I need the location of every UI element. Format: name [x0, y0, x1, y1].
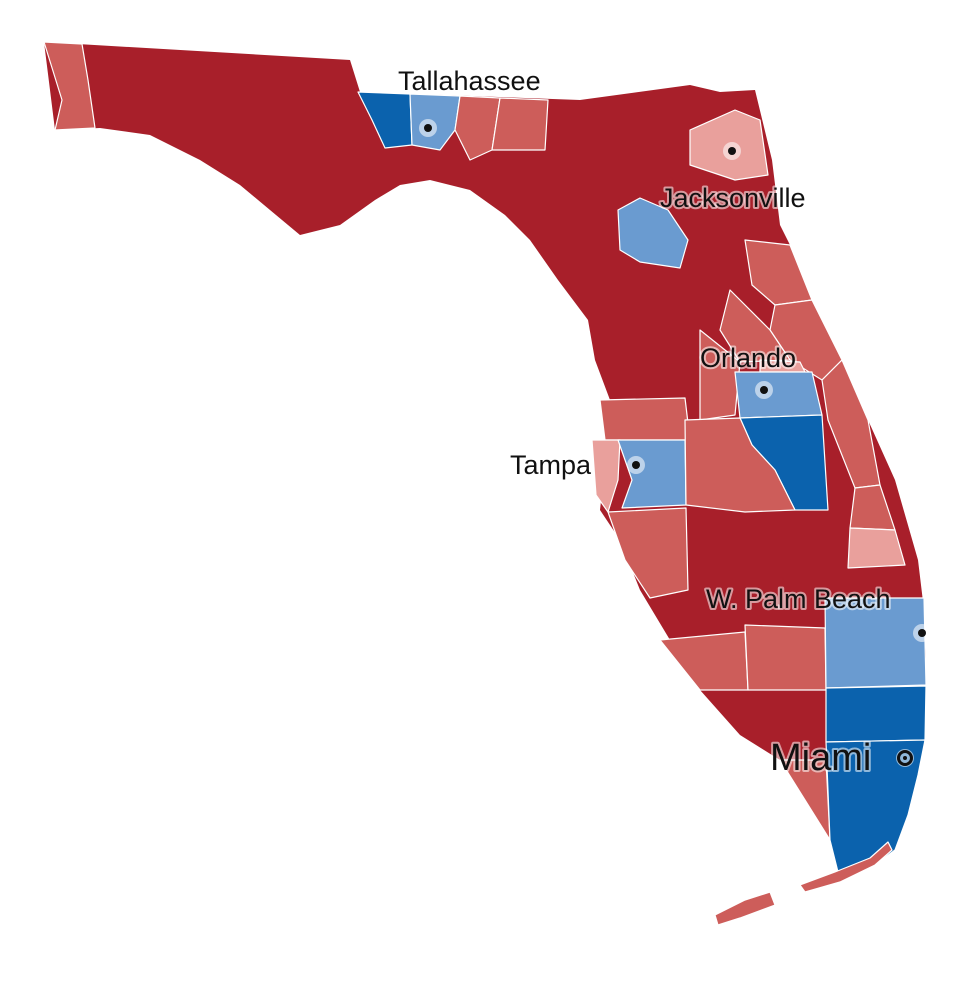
- city-miami: Miami: [768, 735, 914, 781]
- city-dot-icon: [760, 386, 768, 394]
- city-label: Miami: [770, 737, 871, 779]
- city-label: W. Palm Beach: [706, 584, 891, 614]
- county-miami-dade: [825, 739, 926, 881]
- county-madison: [491, 97, 549, 151]
- city-markers: Tallahassee Jacksonville Orlando Tampa W. Pa…: [396, 64, 931, 781]
- county-alachua: [617, 197, 689, 269]
- florida-keys: [714, 841, 893, 926]
- city-dot-icon: [897, 750, 913, 766]
- city-tallahassee: Tallahassee: [396, 64, 543, 137]
- county-lake: [699, 329, 741, 421]
- city-dot-center-icon: [903, 756, 907, 760]
- county-orange: [734, 371, 823, 419]
- county-pinellas: [591, 439, 621, 513]
- city-tampa: Tampa: [508, 448, 645, 482]
- keys-island-chain: [799, 841, 893, 893]
- city-label: Tampa: [510, 450, 592, 480]
- city-dot-icon: [424, 124, 432, 132]
- city-dot-icon: [918, 629, 926, 637]
- county-broward: [825, 685, 927, 743]
- county-escambia: [43, 41, 96, 131]
- county-manatee-sarasota: [607, 507, 689, 599]
- city-jacksonville: Jacksonville: [658, 142, 808, 215]
- county-gadsden: [357, 91, 413, 149]
- city-dot-icon: [632, 461, 640, 469]
- county-jefferson: [454, 95, 501, 161]
- city-label: Orlando: [700, 343, 796, 373]
- county-martin: [847, 527, 906, 569]
- city-w-palm-beach: W. Palm Beach: [704, 582, 931, 642]
- city-dot-icon: [728, 147, 736, 155]
- county-hendry: [744, 624, 827, 691]
- county-palm-beach: [824, 597, 927, 689]
- keys-island-large: [714, 891, 776, 926]
- county-lee: [659, 631, 749, 691]
- city-orlando: Orlando: [698, 341, 798, 399]
- county-leon: [409, 93, 461, 151]
- city-label: Tallahassee: [398, 66, 541, 96]
- county-pasco: [599, 397, 691, 441]
- city-label: Jacksonville: [660, 183, 806, 213]
- county-polk: [684, 417, 796, 513]
